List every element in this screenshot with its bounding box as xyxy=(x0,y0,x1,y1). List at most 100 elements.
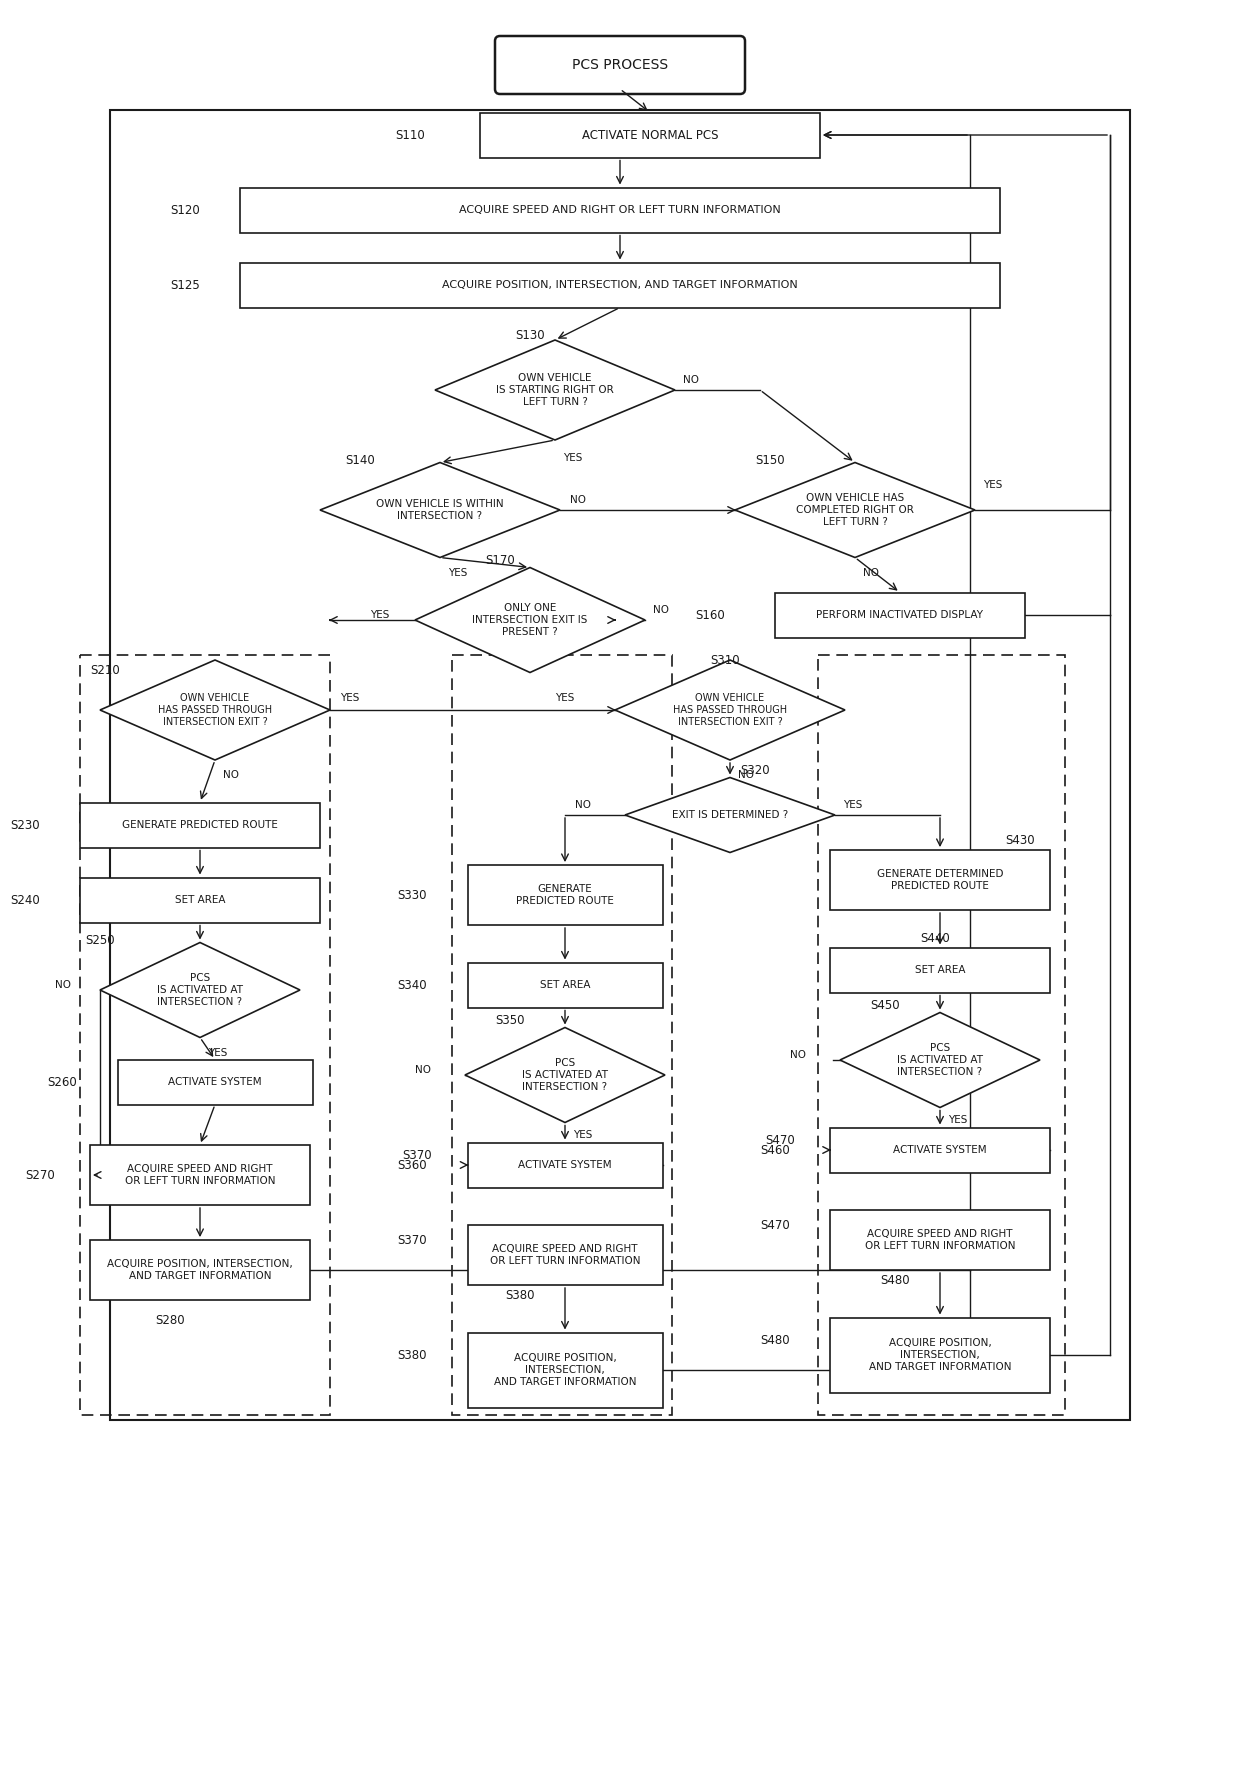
Bar xyxy=(830,948,1050,992)
Text: S270: S270 xyxy=(25,1169,55,1182)
Bar xyxy=(81,877,320,922)
Text: S230: S230 xyxy=(10,819,40,831)
Text: S450: S450 xyxy=(870,998,900,1012)
Bar xyxy=(91,1240,310,1300)
Bar xyxy=(830,849,1050,909)
Text: SET AREA: SET AREA xyxy=(539,980,590,991)
Polygon shape xyxy=(435,340,675,440)
Text: ACQUIRE SPEED AND RIGHT
OR LEFT TURN INFORMATION: ACQUIRE SPEED AND RIGHT OR LEFT TURN INF… xyxy=(864,1229,1016,1251)
Bar xyxy=(467,1143,662,1187)
Bar xyxy=(91,1145,310,1205)
Text: S430: S430 xyxy=(1006,833,1035,847)
Text: NO: NO xyxy=(653,605,670,616)
Text: S250: S250 xyxy=(86,934,114,946)
Text: S110: S110 xyxy=(396,129,425,142)
Text: ACTIVATE NORMAL PCS: ACTIVATE NORMAL PCS xyxy=(582,129,718,142)
Polygon shape xyxy=(100,943,300,1037)
Text: S310: S310 xyxy=(711,653,739,667)
Text: OWN VEHICLE HAS
COMPLETED RIGHT OR
LEFT TURN ?: OWN VEHICLE HAS COMPLETED RIGHT OR LEFT … xyxy=(796,494,914,527)
Text: S130: S130 xyxy=(515,329,544,341)
Text: ACTIVATE SYSTEM: ACTIVATE SYSTEM xyxy=(518,1160,611,1169)
Text: YES: YES xyxy=(563,453,583,463)
Bar xyxy=(830,1210,1050,1270)
Text: EXIT IS DETERMINED ?: EXIT IS DETERMINED ? xyxy=(672,810,789,821)
Bar xyxy=(81,803,320,847)
Bar xyxy=(818,655,1065,1415)
Bar xyxy=(467,1332,662,1408)
Text: S370: S370 xyxy=(398,1233,427,1247)
Text: S370: S370 xyxy=(403,1148,432,1162)
Bar xyxy=(775,593,1025,637)
Bar xyxy=(118,1060,312,1104)
Text: S330: S330 xyxy=(398,888,427,902)
Text: NO: NO xyxy=(55,980,71,991)
Bar xyxy=(241,262,999,308)
Bar xyxy=(480,113,820,157)
Text: S350: S350 xyxy=(495,1014,525,1026)
Text: ACQUIRE POSITION,
INTERSECTION,
AND TARGET INFORMATION: ACQUIRE POSITION, INTERSECTION, AND TARG… xyxy=(869,1339,1012,1371)
Bar xyxy=(830,1127,1050,1173)
Text: ACQUIRE SPEED AND RIGHT
OR LEFT TURN INFORMATION: ACQUIRE SPEED AND RIGHT OR LEFT TURN INF… xyxy=(490,1244,640,1267)
Text: SET AREA: SET AREA xyxy=(175,895,226,906)
Text: PERFORM INACTIVATED DISPLAY: PERFORM INACTIVATED DISPLAY xyxy=(816,610,983,619)
Text: YES: YES xyxy=(340,693,360,702)
Text: GENERATE DETERMINED
PREDICTED ROUTE: GENERATE DETERMINED PREDICTED ROUTE xyxy=(877,869,1003,892)
Text: S150: S150 xyxy=(755,453,785,467)
Text: S160: S160 xyxy=(694,609,724,621)
Text: S360: S360 xyxy=(398,1159,427,1171)
Text: YES: YES xyxy=(949,1114,967,1125)
Text: ACTIVATE SYSTEM: ACTIVATE SYSTEM xyxy=(893,1145,987,1155)
Text: S470: S470 xyxy=(765,1134,795,1146)
Bar xyxy=(110,110,1130,1421)
Bar xyxy=(830,1318,1050,1392)
Text: ACQUIRE POSITION,
INTERSECTION,
AND TARGET INFORMATION: ACQUIRE POSITION, INTERSECTION, AND TARG… xyxy=(494,1353,636,1387)
Text: YES: YES xyxy=(370,610,389,619)
Text: PCS PROCESS: PCS PROCESS xyxy=(572,58,668,73)
Bar xyxy=(467,1224,662,1284)
FancyBboxPatch shape xyxy=(495,35,745,94)
Text: ACQUIRE SPEED AND RIGHT OR LEFT TURN INFORMATION: ACQUIRE SPEED AND RIGHT OR LEFT TURN INF… xyxy=(459,205,781,216)
Text: YES: YES xyxy=(843,800,862,810)
Text: S240: S240 xyxy=(10,893,40,906)
Text: S380: S380 xyxy=(505,1288,534,1302)
Text: S260: S260 xyxy=(47,1076,77,1088)
Text: GENERATE PREDICTED ROUTE: GENERATE PREDICTED ROUTE xyxy=(122,821,278,830)
Text: S210: S210 xyxy=(91,663,120,676)
Text: ACTIVATE SYSTEM: ACTIVATE SYSTEM xyxy=(169,1077,262,1086)
Text: OWN VEHICLE
HAS PASSED THROUGH
INTERSECTION EXIT ?: OWN VEHICLE HAS PASSED THROUGH INTERSECT… xyxy=(157,693,272,727)
Text: PCS
IS ACTIVATED AT
INTERSECTION ?: PCS IS ACTIVATED AT INTERSECTION ? xyxy=(522,1058,608,1091)
Text: S480: S480 xyxy=(880,1274,910,1286)
Text: GENERATE
PREDICTED ROUTE: GENERATE PREDICTED ROUTE xyxy=(516,884,614,906)
Text: NO: NO xyxy=(223,770,239,780)
Text: ACQUIRE POSITION, INTERSECTION,
AND TARGET INFORMATION: ACQUIRE POSITION, INTERSECTION, AND TARG… xyxy=(107,1260,293,1281)
Polygon shape xyxy=(100,660,330,761)
Text: S340: S340 xyxy=(398,978,427,991)
Text: ACQUIRE SPEED AND RIGHT
OR LEFT TURN INFORMATION: ACQUIRE SPEED AND RIGHT OR LEFT TURN INF… xyxy=(125,1164,275,1185)
Text: OWN VEHICLE
HAS PASSED THROUGH
INTERSECTION EXIT ?: OWN VEHICLE HAS PASSED THROUGH INTERSECT… xyxy=(673,693,787,727)
Text: S120: S120 xyxy=(170,203,200,216)
Text: S470: S470 xyxy=(760,1219,790,1231)
Text: YES: YES xyxy=(573,1129,593,1139)
Bar xyxy=(81,655,330,1415)
Bar xyxy=(467,865,662,925)
Text: NO: NO xyxy=(790,1051,806,1060)
Text: YES: YES xyxy=(448,568,467,577)
Text: S170: S170 xyxy=(485,554,515,566)
Text: PCS
IS ACTIVATED AT
INTERSECTION ?: PCS IS ACTIVATED AT INTERSECTION ? xyxy=(157,973,243,1007)
Polygon shape xyxy=(625,778,835,853)
Text: SET AREA: SET AREA xyxy=(915,966,965,975)
Polygon shape xyxy=(615,660,844,761)
Text: S460: S460 xyxy=(760,1143,790,1157)
Text: ONLY ONE
INTERSECTION EXIT IS
PRESENT ?: ONLY ONE INTERSECTION EXIT IS PRESENT ? xyxy=(472,603,588,637)
Text: S140: S140 xyxy=(345,453,374,467)
Polygon shape xyxy=(415,568,645,672)
Polygon shape xyxy=(320,462,560,557)
Text: NO: NO xyxy=(570,495,587,504)
Bar xyxy=(241,188,999,232)
Text: YES: YES xyxy=(983,479,1002,490)
Text: NO: NO xyxy=(863,568,879,577)
Text: YES: YES xyxy=(208,1047,227,1058)
Text: S380: S380 xyxy=(398,1348,427,1362)
Text: PCS
IS ACTIVATED AT
INTERSECTION ?: PCS IS ACTIVATED AT INTERSECTION ? xyxy=(897,1044,983,1077)
Text: OWN VEHICLE
IS STARTING RIGHT OR
LEFT TURN ?: OWN VEHICLE IS STARTING RIGHT OR LEFT TU… xyxy=(496,373,614,407)
